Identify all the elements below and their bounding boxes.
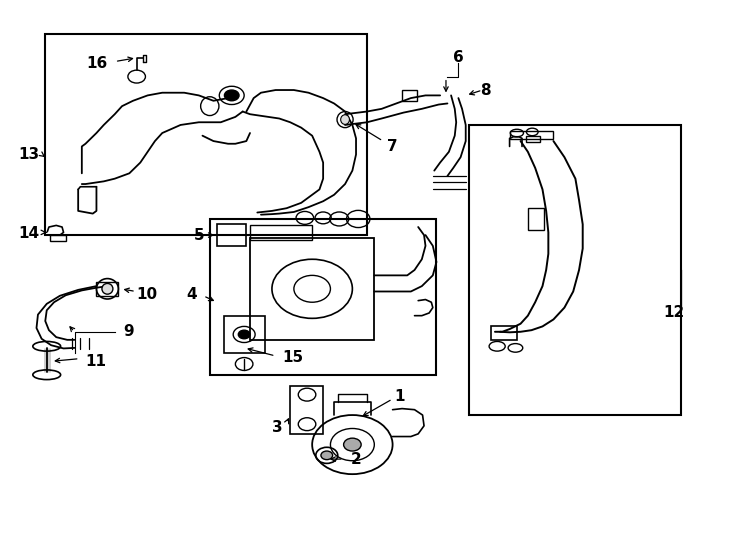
- Text: 1: 1: [395, 389, 405, 404]
- Bar: [402, 90, 417, 101]
- Bar: [509, 131, 553, 139]
- Text: 5: 5: [194, 227, 204, 242]
- Bar: [50, 234, 66, 241]
- Bar: [491, 326, 517, 340]
- Bar: [46, 33, 367, 235]
- Text: 7: 7: [388, 139, 398, 154]
- Ellipse shape: [102, 284, 113, 294]
- Circle shape: [225, 90, 239, 101]
- Bar: [290, 386, 323, 434]
- Text: 3: 3: [272, 420, 283, 435]
- Circle shape: [321, 451, 333, 460]
- Text: 10: 10: [137, 287, 158, 302]
- Text: 13: 13: [18, 147, 40, 162]
- Text: 4: 4: [186, 287, 197, 302]
- Bar: [225, 316, 265, 353]
- Text: 16: 16: [86, 56, 107, 71]
- Text: 8: 8: [480, 83, 491, 98]
- Bar: [528, 208, 544, 230]
- Text: 11: 11: [85, 354, 106, 369]
- Bar: [250, 238, 374, 340]
- Bar: [469, 125, 681, 415]
- Text: 6: 6: [453, 50, 464, 65]
- Text: 9: 9: [123, 325, 134, 339]
- Text: 2: 2: [351, 451, 362, 467]
- Text: 14: 14: [18, 226, 40, 241]
- Bar: [250, 225, 312, 240]
- Bar: [217, 224, 247, 246]
- Bar: [210, 219, 437, 375]
- Bar: [96, 282, 118, 296]
- Circle shape: [239, 330, 250, 339]
- Circle shape: [344, 438, 361, 451]
- Text: 12: 12: [664, 306, 685, 320]
- Bar: [526, 136, 539, 142]
- Ellipse shape: [341, 114, 349, 124]
- Text: 15: 15: [282, 349, 303, 364]
